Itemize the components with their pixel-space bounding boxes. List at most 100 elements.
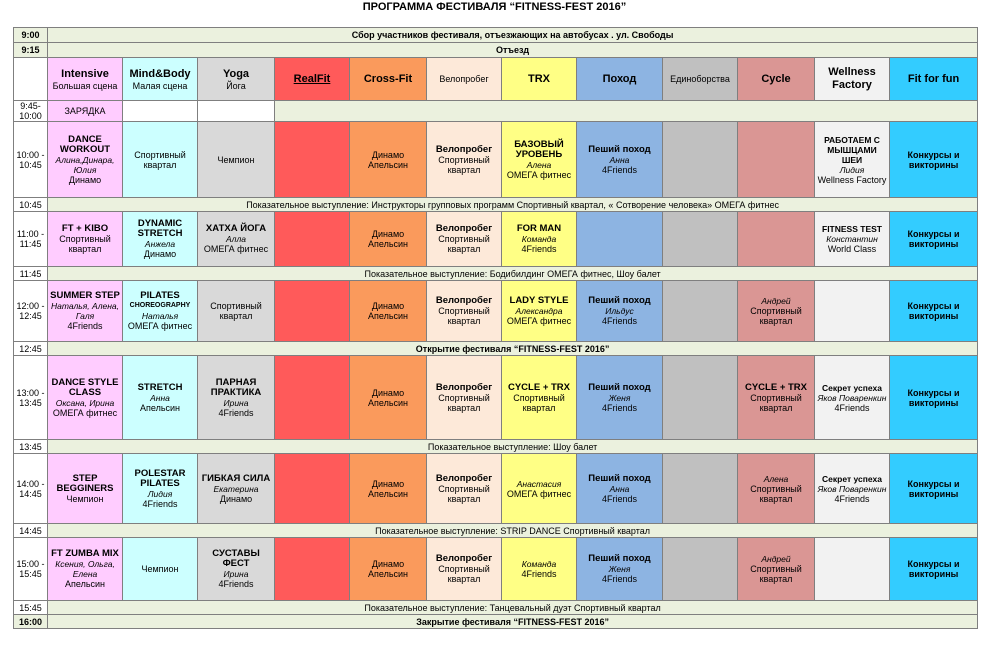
class-cell: CYCLE + TRX Спортивный квартал: [737, 355, 815, 440]
closing-text: Закрытие фестиваля “FITNESS-FEST 2016”: [46, 614, 979, 629]
class-title: Секрет успеха: [822, 473, 882, 484]
column-subtitle: Малая сцена: [132, 80, 188, 91]
realfit-cell: [274, 280, 350, 342]
column-title: Yoga: [222, 67, 250, 80]
venue-name: Чемпион: [217, 154, 255, 165]
venue-name: Wellness Factory: [817, 174, 887, 185]
class-cell: Чемпион: [197, 121, 275, 198]
column-header: Cross-Fit: [349, 57, 427, 101]
break-row: 12:45 Открытие фестиваля “FITNESS-FEST 20…: [13, 341, 979, 356]
time-cell: 10:45: [13, 197, 48, 212]
venue-name: Спортивный квартал: [438, 154, 490, 175]
break-text: Открытие фестиваля “FITNESS-FEST 2016”: [46, 341, 979, 356]
class-cell: ПАРНАЯ ПРАКТИКА Ирина 4Friends: [197, 355, 275, 440]
column-header: Mind&Body Малая сцена: [122, 57, 198, 101]
class-title: SUMMER STEP: [50, 290, 120, 301]
slot-row: 10:00 - 10:45 DANCE WORKOUT Алина,Динара, …: [13, 121, 979, 198]
venue-name: 4Friends: [142, 498, 178, 509]
class-cell: Велопробег Спортивный квартал: [426, 121, 502, 198]
break-text: Показательное выступление: Бодибилдинг О…: [46, 266, 979, 281]
venue-name: Спортивный квартал: [750, 306, 802, 326]
instructor-name: Алла: [226, 234, 246, 244]
instructor-name: Оксана, Ирина: [55, 397, 115, 408]
instructor-name: Алина,Динара, Юлия: [55, 154, 115, 175]
class-cell: Секрет успеха Яков Поваренкин 4Friends: [814, 355, 890, 440]
column-header: Yoga Йога: [197, 57, 275, 101]
class-cell: Конкурсы и викторины: [888, 537, 979, 601]
class-cell: Чемпион: [122, 537, 198, 601]
time-cell: 11:45: [13, 266, 48, 281]
martial-arts-cell: [662, 121, 738, 198]
class-cell: CYCLE + TRX Спортивный квартал: [501, 355, 577, 440]
slot-row: 14:00 - 14:45 STEP BEGGINERS Чемпион POLEST…: [13, 453, 979, 524]
class-cell: FOR MAN Команда 4Friends: [501, 211, 577, 267]
venue-name: Динамо Апельсин: [367, 301, 409, 321]
venue-name: Динамо: [68, 174, 102, 185]
class-title: FITNESS TEST: [822, 224, 882, 234]
column-header: Велопробег: [426, 57, 502, 101]
break-text: Показательное выступление: Танцевальный …: [46, 600, 979, 615]
class-cell: FT + KIBO Спортивный квартал: [47, 211, 123, 267]
class-title: ГИБКАЯ СИЛА: [201, 472, 271, 484]
class-cell: Динамо Апельсин: [349, 121, 427, 198]
schedule-body: 9:00 Сбор участников фестиваля, отъезжаю…: [13, 27, 979, 629]
class-title: Пеший поход: [588, 553, 651, 564]
class-cell: STEP BEGGINERS Чемпион: [47, 453, 123, 524]
column-title: Cross-Fit: [363, 72, 413, 85]
class-cell: СУСТАВЫ ФЕСТ Ирина 4Friends: [197, 537, 275, 601]
column-title: Единоборства: [670, 73, 730, 84]
instructor-name: Анна: [150, 392, 170, 403]
venue-name: Спортивный квартал: [438, 234, 490, 254]
class-title: Велопробег: [435, 553, 493, 564]
class-cell: Пеший поход Женя 4Friends: [576, 355, 663, 440]
class-cell: Команда 4Friends: [501, 537, 577, 601]
column-header: TRX: [501, 57, 577, 101]
time-cell: 12:45: [13, 341, 48, 356]
class-title: Конкурсы и викторины: [907, 559, 960, 579]
venue-name: Спортивный квартал: [750, 392, 802, 413]
venue-name: ОМЕГА фитнес: [506, 169, 572, 180]
instructor-name: Анна: [609, 483, 630, 494]
break-row: 11:45 Показательное выступление: Бодибилд…: [13, 266, 979, 281]
column-header: Wellness Factory: [814, 57, 890, 101]
venue-name: ОМЕГА фитнес: [506, 488, 572, 499]
venue-name: Спортивный квартал: [59, 234, 111, 254]
instructor-name: Ирина: [223, 397, 249, 408]
break-text: Показательное выступление: Шоу балет: [46, 439, 979, 454]
class-cell: Пеший поход Женя 4Friends: [576, 537, 663, 601]
time-cell: 12:00 - 12:45: [13, 280, 48, 342]
column-title: Mind&Body: [129, 67, 191, 80]
class-title: DYNAMIC STRETCH: [137, 218, 183, 239]
class-cell: Конкурсы и викторины: [888, 121, 979, 198]
class-title: Велопробег: [435, 143, 493, 155]
venue-name: Апельсин: [139, 402, 181, 413]
class-title: STEP BEGGINERS: [56, 472, 114, 494]
column-header: Fit for fun: [888, 57, 979, 101]
slot-row: 15:00 - 15:45 FT ZUMBA MIX Ксения, Ольга, …: [13, 537, 979, 601]
venue-name: 4Friends: [834, 493, 870, 504]
class-cell: Конкурсы и викторины: [888, 355, 979, 440]
break-row: 14:45 Показательное выступление: STRIP DA…: [13, 523, 979, 538]
class-cell: Конкурсы и викторины: [888, 211, 979, 267]
venue-name: Спортивный квартал: [513, 392, 565, 413]
column-title: RealFit: [293, 72, 331, 85]
class-title: POLESTAR PILATES: [134, 467, 186, 489]
class-cell: Пеший поход Анна 4Friends: [576, 453, 663, 524]
realfit-cell: [274, 355, 350, 440]
class-title: Секрет успеха: [822, 382, 882, 393]
class-cell: Пеший поход Анна 4Friends: [576, 121, 663, 198]
class-cell: Пеший поход Ильдус 4Friends: [576, 280, 663, 342]
column-title: TRX: [528, 72, 550, 85]
venue-name: World Class: [827, 244, 877, 254]
warmup-row: 9:45-10:00 ЗАРЯДКА: [13, 100, 979, 122]
venue-name: Спортивный квартал: [438, 483, 490, 504]
class-cell: Конкурсы и викторины: [888, 453, 979, 524]
class-cell: Алена Спортивный квартал: [737, 453, 815, 524]
class-cell: РАБОТАЕМ С МЫШЦАМИ ШЕИ Лидия Wellness Fact…: [814, 121, 890, 198]
venue-name: 4Friends: [521, 569, 557, 579]
break-row: 15:45 Показательное выступление: Танцевал…: [13, 600, 979, 615]
class-cell: [737, 211, 815, 267]
column-title: Wellness Factory: [828, 66, 876, 91]
corner-cell: [13, 57, 48, 101]
venue-name: Спортивный квартал: [750, 483, 802, 504]
